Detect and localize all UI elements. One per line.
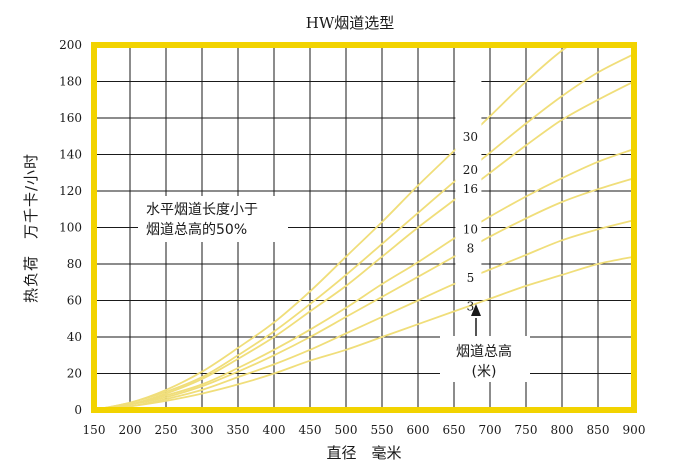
curve-label-30: 30 (463, 130, 478, 144)
y-tick-labels: 0 20 40 60 80 100 120 140 160 180 200 (59, 38, 82, 417)
x-tick-label: 700 (479, 423, 502, 437)
series-line-5 (94, 219, 634, 410)
curve-label-5: 5 (467, 271, 475, 285)
curve-labels: 3 5 8 10 16 20 30 (455, 54, 482, 313)
y-tick-label: 40 (67, 330, 82, 344)
series-line-10 (94, 148, 634, 410)
x-tick-label: 650 (443, 423, 466, 437)
x-tick-label: 250 (155, 423, 178, 437)
y-tick-label: 200 (59, 38, 82, 52)
y-tick-label: 160 (59, 111, 82, 125)
series-line-3 (94, 255, 634, 410)
curves (94, 45, 634, 410)
x-tick-label: 900 (623, 423, 646, 437)
x-tick-label: 600 (407, 423, 430, 437)
y-tick-label: 60 (67, 294, 82, 308)
annotation: 水平烟道长度小于 烟道总高的50% (138, 196, 288, 242)
y-tick-label: 80 (67, 257, 82, 271)
height-label-line-1: 烟道总高 (456, 343, 512, 360)
y-tick-label: 20 (67, 367, 82, 381)
x-tick-label: 300 (191, 423, 214, 437)
series-line-20 (94, 53, 634, 410)
x-tick-label: 350 (227, 423, 250, 437)
x-tick-label: 750 (515, 423, 538, 437)
x-axis-label: 直径 毫米 (326, 444, 401, 462)
curve-label-8: 8 (467, 242, 475, 256)
y-axis-label: 热负荷 万千卡/小时 (22, 153, 40, 303)
chart-title: HW烟道选型 (306, 14, 395, 32)
x-tick-label: 450 (299, 423, 322, 437)
label-strip (455, 54, 482, 297)
height-label-background (440, 336, 530, 382)
x-tick-label: 200 (119, 423, 142, 437)
curve-label-10: 10 (463, 223, 478, 237)
x-tick-label: 400 (263, 423, 286, 437)
plot-frame (91, 42, 637, 413)
x-tick-label: 800 (551, 423, 574, 437)
series-line-16 (94, 80, 634, 410)
series-line-8 (94, 177, 634, 410)
x-tick-label: 550 (371, 423, 394, 437)
series-line-30 (94, 45, 572, 410)
y-tick-label: 180 (59, 75, 82, 89)
grid (93, 44, 635, 411)
annotation-line-2: 烟道总高的50% (146, 221, 247, 238)
y-tick-label: 0 (74, 403, 82, 417)
curve-label-3: 3 (467, 299, 475, 313)
x-tick-label: 850 (587, 423, 610, 437)
annotation-line-1: 水平烟道长度小于 (146, 202, 258, 218)
curve-label-20: 20 (463, 163, 478, 177)
up-arrow-icon (471, 304, 481, 316)
x-tick-labels: 150 200 250 300 350 400 450 500 550 600 650 700 750 8… (83, 423, 646, 437)
height-indicator: 烟道总高 (米) (440, 304, 530, 382)
curve-label-16: 16 (463, 182, 478, 196)
height-label-line-2: (米) (472, 364, 497, 380)
x-tick-label: 500 (335, 423, 358, 437)
annotation-background (138, 196, 288, 242)
y-tick-label: 140 (59, 148, 82, 162)
x-tick-label: 150 (83, 423, 106, 437)
y-tick-label: 120 (59, 184, 82, 198)
y-tick-label: 100 (59, 221, 82, 235)
